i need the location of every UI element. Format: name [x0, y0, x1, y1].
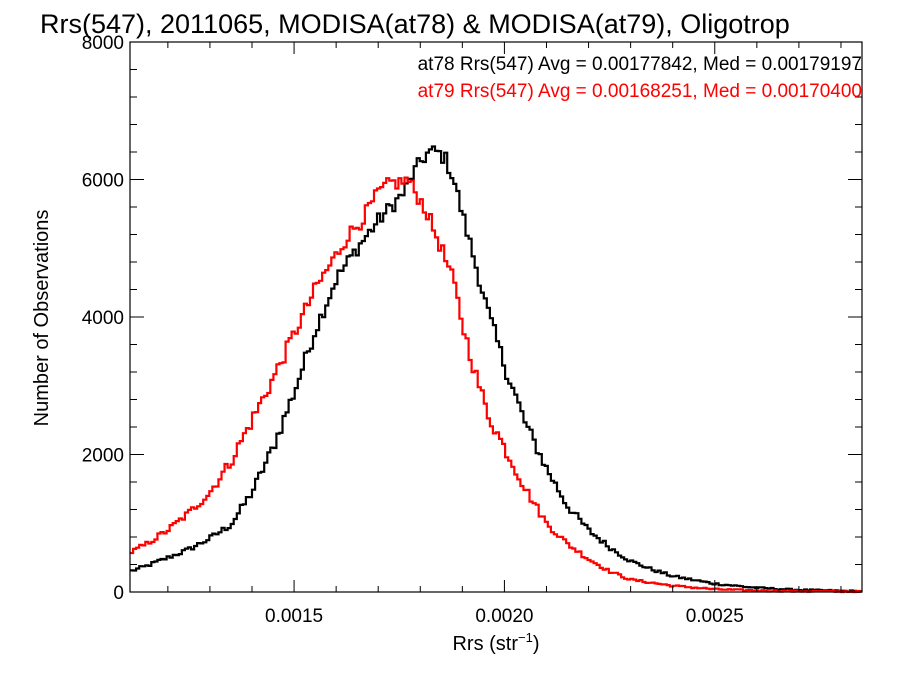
- x-axis-label-end: ): [533, 633, 540, 655]
- chart-title: Rrs(547), 2011065, MODISA(at78) & MODISA…: [40, 9, 790, 39]
- y-axis-label: Number of Observations: [31, 210, 53, 427]
- annotation-at78: at78 Rrs(547) Avg = 0.00177842, Med = 0.…: [418, 54, 862, 75]
- x-tick-label: 0.0015: [265, 606, 323, 627]
- y-tick-label: 6000: [82, 171, 124, 192]
- x-tick-label: 0.0020: [475, 606, 533, 627]
- annotation-at79: at79 Rrs(547) Avg = 0.00168251, Med = 0.…: [418, 81, 862, 102]
- y-tick-label: 2000: [82, 446, 124, 467]
- x-axis-label-base: Rrs (str: [452, 633, 518, 655]
- series-line-1: [130, 176, 862, 594]
- x-tick-label: 0.0025: [686, 606, 744, 627]
- y-tick-label: 0: [113, 583, 124, 604]
- plot-area: 0.0015 0.0020 0.0025 0 2000 4000 6000 8000: [82, 33, 863, 627]
- x-axis-label-superscript: −1: [518, 630, 533, 645]
- y-tick-label: 4000: [82, 308, 124, 329]
- x-axis-label: Rrs (str−1): [452, 630, 539, 655]
- series-line-0: [130, 145, 862, 593]
- y-tick-label: 8000: [82, 33, 124, 54]
